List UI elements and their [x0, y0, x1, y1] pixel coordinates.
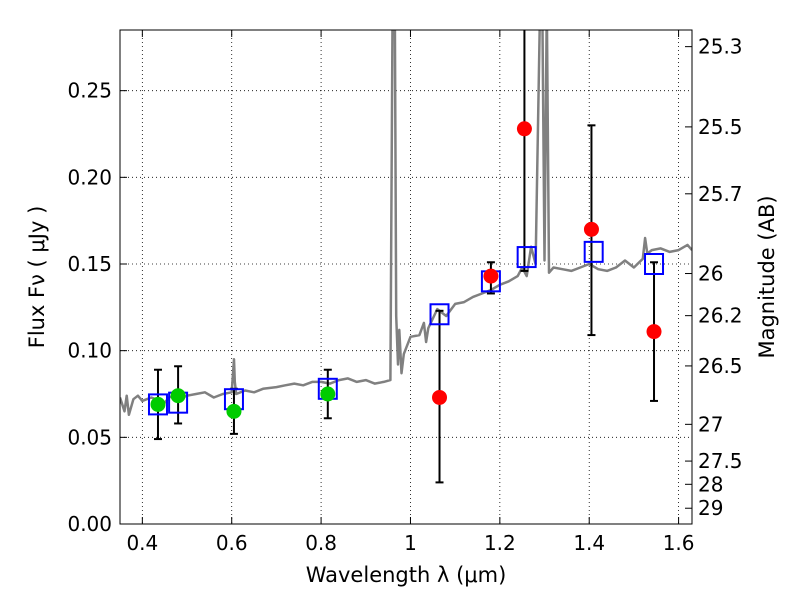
- y-tick-label: 0.20: [67, 165, 112, 189]
- spectrum-line: [120, 30, 692, 417]
- y-tick-label: 0.05: [67, 425, 112, 449]
- green-data-point: [226, 403, 242, 419]
- y2-tick-label: 26: [698, 262, 723, 286]
- y2-tick-label: 26.2: [698, 304, 743, 328]
- red-data-point: [516, 121, 532, 137]
- y2-tick-label: 25.5: [698, 115, 743, 139]
- y-tick-label: 0.10: [67, 339, 112, 363]
- x-tick-label: 0.4: [126, 531, 158, 555]
- x-tick-label: 0.6: [216, 531, 248, 555]
- x-axis-label: Wavelength λ (μm): [306, 563, 507, 587]
- y2-tick-label: 28: [698, 472, 723, 496]
- y2-axis-label: Magnitude (AB): [755, 195, 779, 358]
- model-box: [429, 303, 450, 326]
- model-box: [516, 246, 537, 269]
- y-axis-label: Flux Fν ( μJy ): [25, 206, 49, 349]
- y2-tick-label: 26.5: [698, 354, 743, 378]
- model-box: [644, 253, 665, 275]
- x-tick-label: 1.6: [663, 531, 695, 555]
- green-data-point: [150, 396, 166, 412]
- red-data-point: [483, 268, 499, 284]
- y2-tick-label: 29: [698, 496, 723, 520]
- y-tick-label: 0.00: [67, 512, 112, 536]
- y2-tick-label: 27: [698, 412, 723, 436]
- green-data-point: [170, 388, 186, 404]
- plot-frame: [119, 29, 693, 525]
- y-tick-label: 0.15: [67, 252, 112, 276]
- axis-ticks: 0.4 0.6 0.8 1 1.2 1.4 1.6 0.00 0.05 0.10 0.15 0.20 0…: [67, 30, 743, 555]
- x-tick-label: 1.4: [573, 531, 605, 555]
- red-data-point: [646, 324, 662, 340]
- y2-tick-label: 25.7: [698, 182, 743, 206]
- x-tick-label: 0.8: [305, 531, 337, 555]
- x-tick-label: 1.2: [484, 531, 516, 555]
- y-tick-label: 0.25: [67, 79, 112, 103]
- x-tick-label: 1: [404, 531, 417, 555]
- y2-tick-label: 25.3: [698, 35, 743, 59]
- model-box: [147, 393, 168, 416]
- grid-lines: [120, 30, 692, 525]
- y2-tick-label: 27.5: [698, 449, 743, 473]
- red-data-point: [583, 221, 599, 237]
- red-data-point: [432, 389, 448, 405]
- plot-area: [120, 30, 692, 484]
- green-data-point: [320, 386, 336, 402]
- model-box: [583, 240, 604, 263]
